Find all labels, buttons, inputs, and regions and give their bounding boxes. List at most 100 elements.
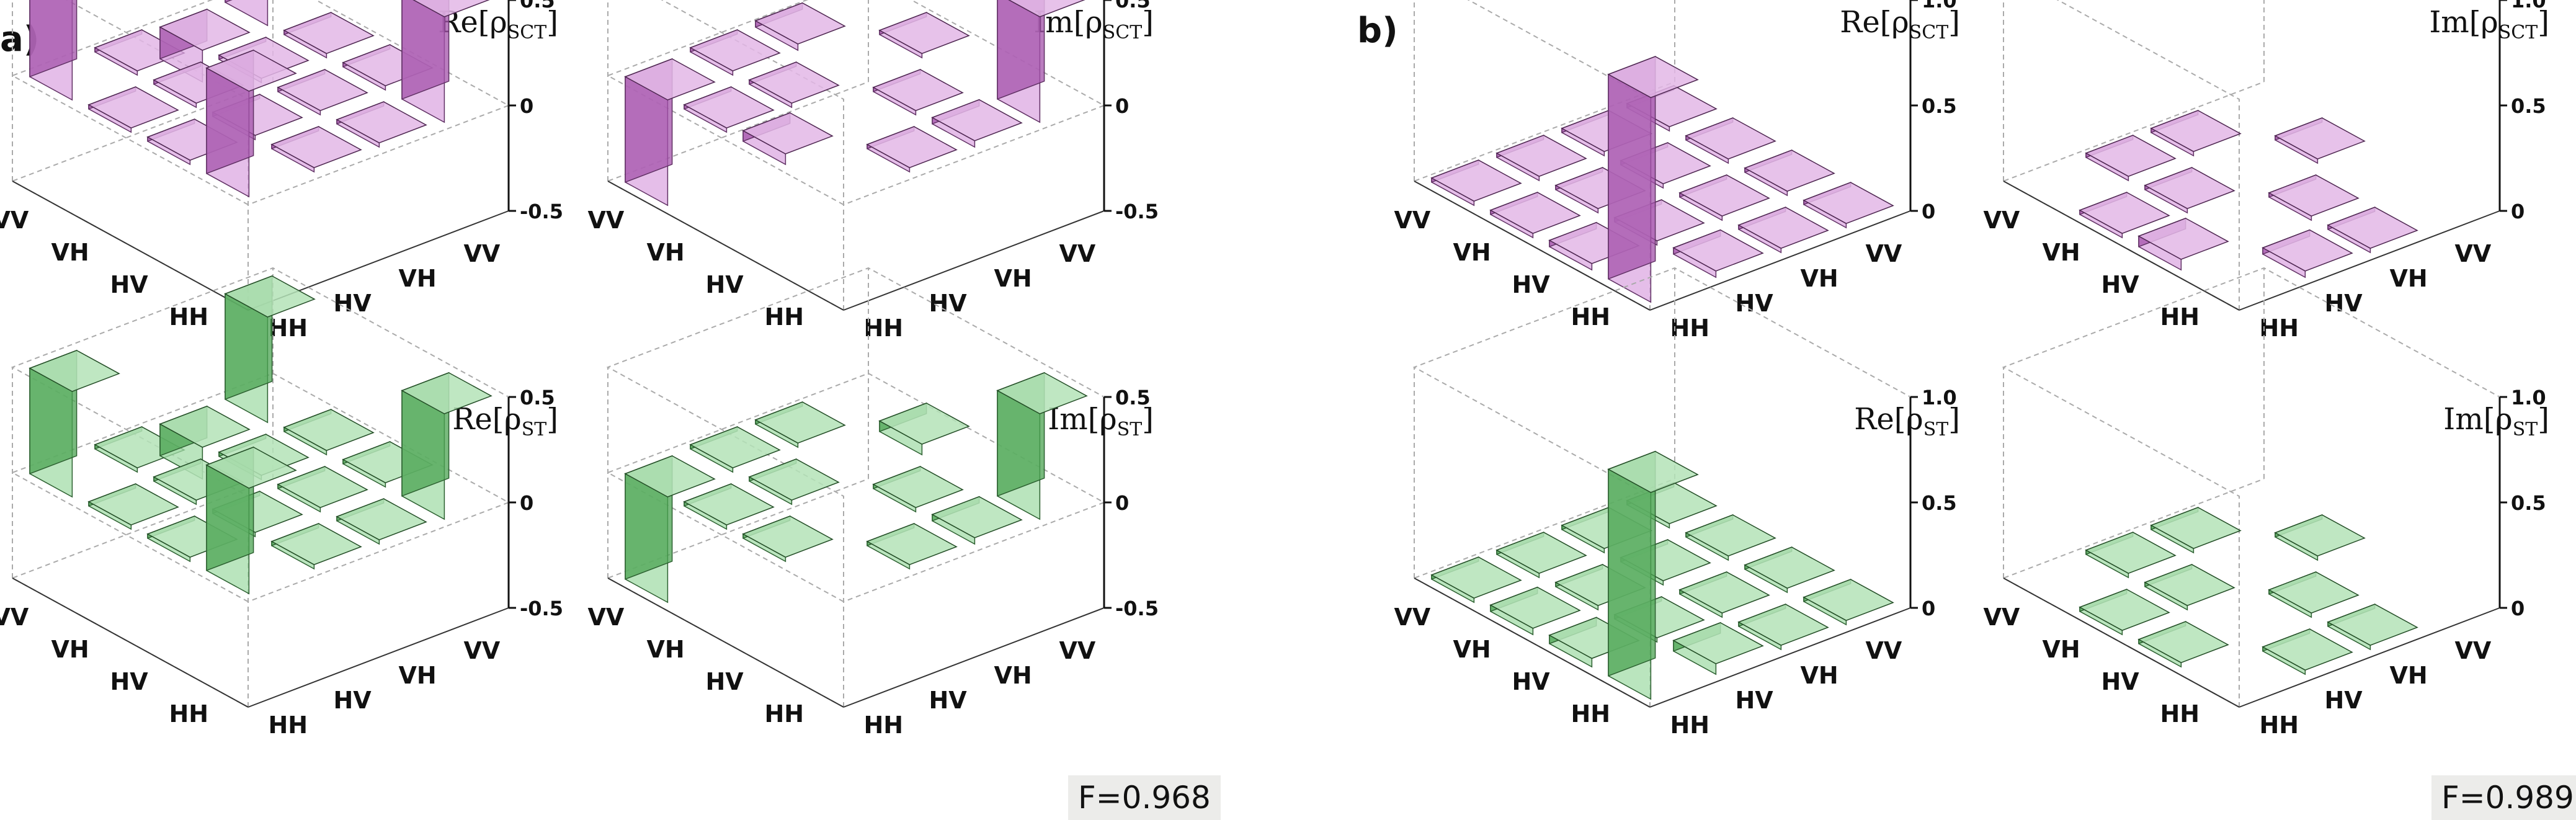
col-axis xyxy=(2239,607,2500,708)
bar xyxy=(754,401,846,448)
bar xyxy=(683,483,775,530)
row-label: VH xyxy=(2043,636,2080,663)
bar xyxy=(996,372,1088,520)
col-label: HV xyxy=(1736,687,1774,714)
col-label: VV xyxy=(464,637,501,664)
z-tick-label: 0 xyxy=(1922,200,1935,223)
bar xyxy=(1744,149,1835,197)
row-label: HV xyxy=(706,668,744,695)
col-label: HH xyxy=(269,711,308,739)
z-tick-label: 0.5 xyxy=(2511,94,2546,118)
bar xyxy=(2137,217,2229,271)
col-label: VV xyxy=(2455,637,2492,664)
chart-title: Im[ρST] xyxy=(2443,402,2549,440)
z-tick-label: 1.0 xyxy=(1922,386,1957,409)
fidelity-label-a: F=0.968 xyxy=(1068,775,1221,820)
row-label: HV xyxy=(1512,668,1551,695)
row-axis xyxy=(12,180,249,311)
z-tick-label: 0.5 xyxy=(2511,491,2546,515)
row-label: HH xyxy=(2160,303,2200,331)
col-label: HV xyxy=(2325,687,2363,714)
row-label: VH xyxy=(647,239,685,266)
row-axis xyxy=(2003,180,2240,311)
bar xyxy=(1489,586,1581,636)
row-label: HH xyxy=(169,303,209,331)
chart-a-top-1: 0.5 0 -0.5 HH HV VH VV HH HV VH VV Im[ρSCT] xyxy=(588,0,1159,342)
col-label: VH xyxy=(1801,265,1838,292)
col-label: VV xyxy=(1059,240,1096,267)
bar xyxy=(94,426,185,473)
bar xyxy=(205,446,297,595)
bar xyxy=(1678,174,1770,221)
row-label: VH xyxy=(647,636,685,663)
bar xyxy=(1430,159,1522,207)
z-tick-label: 1.0 xyxy=(2511,0,2546,12)
z-tick-label: 0 xyxy=(1922,597,1935,620)
row-label: HV xyxy=(1512,271,1551,298)
bar xyxy=(2262,628,2353,675)
panel-label-b: b) xyxy=(1357,11,1398,51)
bar xyxy=(624,58,716,207)
row-axis xyxy=(607,577,844,708)
z-tick-label: 0.5 xyxy=(520,0,555,12)
col-label: HH xyxy=(2260,711,2299,739)
bar xyxy=(2327,207,2418,254)
col-label: VH xyxy=(2390,265,2428,292)
col-label: VH xyxy=(399,265,437,292)
bar xyxy=(283,409,375,456)
z-tick-label: 0 xyxy=(1115,94,1129,118)
row-label: VV xyxy=(1984,604,2020,631)
bar xyxy=(2268,174,2360,221)
z-tick-label: 1.0 xyxy=(2511,386,2546,409)
bar xyxy=(931,496,1023,545)
row-label: VV xyxy=(588,604,625,631)
bar xyxy=(624,455,716,604)
bar xyxy=(2085,532,2177,579)
row-axis xyxy=(607,180,844,311)
bar xyxy=(1495,532,1587,579)
z-tick-label: 0.5 xyxy=(1922,491,1957,515)
bar xyxy=(748,458,840,506)
col-label: VV xyxy=(1059,637,1096,664)
bar xyxy=(1495,135,1587,182)
z-tick-label: 0 xyxy=(520,491,533,515)
bar xyxy=(754,2,846,51)
z-tick-label: 0.5 xyxy=(520,386,555,409)
row-label: HH xyxy=(1571,700,1611,728)
bar xyxy=(1685,117,1776,164)
bar xyxy=(336,498,427,545)
z-tick-label: 1.0 xyxy=(1922,0,1957,12)
fidelity-label-b: F=0.989 xyxy=(2431,775,2576,820)
chart-a-bottom-1: 0.5 0 -0.5 HH HV VH VV HH HV VH VV Im[ρST] xyxy=(588,267,1159,739)
bar xyxy=(336,101,427,148)
bar xyxy=(1678,571,1770,618)
z-tick-label: 0.5 xyxy=(1922,94,1957,118)
bar xyxy=(283,12,375,59)
col-label: VV xyxy=(2455,240,2492,267)
bar xyxy=(689,426,781,473)
bar xyxy=(683,86,775,133)
chart-title: Im[ρSCT] xyxy=(2429,5,2549,43)
col-label: HH xyxy=(864,711,904,739)
row-label: VH xyxy=(1453,239,1491,266)
col-axis xyxy=(1649,607,1911,708)
z-tick-label: 0 xyxy=(520,94,533,118)
bar xyxy=(931,99,1023,148)
col-label: VV xyxy=(1866,637,1902,664)
zero-plane xyxy=(606,372,1106,603)
row-label: HV xyxy=(706,271,744,298)
bar xyxy=(2150,507,2242,554)
bar xyxy=(270,126,362,173)
bar xyxy=(2274,514,2366,561)
bar xyxy=(1803,182,1894,229)
bar xyxy=(270,523,362,570)
col-label: HV xyxy=(1736,290,1774,317)
chart-title: Im[ρSCT] xyxy=(1033,5,1154,43)
col-label: VH xyxy=(399,662,437,689)
row-label: VH xyxy=(1453,636,1491,663)
col-axis xyxy=(843,607,1105,708)
row-axis xyxy=(1414,180,1651,311)
row-label: VV xyxy=(1394,207,1431,234)
z-tick-label: 0 xyxy=(2511,200,2525,223)
bar xyxy=(1672,622,1764,675)
